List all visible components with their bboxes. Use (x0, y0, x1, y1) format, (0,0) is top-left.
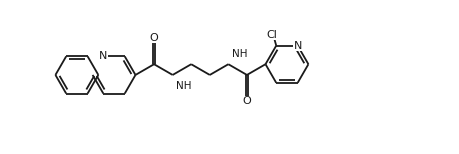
Text: N: N (293, 41, 302, 51)
Text: N: N (99, 51, 107, 61)
Text: NH: NH (176, 81, 191, 91)
Text: O: O (242, 96, 252, 106)
Text: Cl: Cl (267, 30, 278, 40)
Text: O: O (150, 33, 158, 43)
Text: NH: NH (232, 49, 247, 59)
